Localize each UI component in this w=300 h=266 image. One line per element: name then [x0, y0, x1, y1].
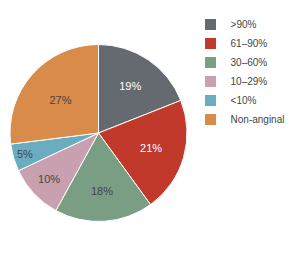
svg-text:27%: 27%	[49, 94, 71, 106]
svg-text:21%: 21%	[140, 142, 162, 154]
svg-text:>90%: >90%	[231, 19, 257, 30]
svg-text:<10%: <10%	[231, 95, 257, 106]
svg-text:30–60%: 30–60%	[231, 57, 268, 68]
svg-text:19%: 19%	[119, 80, 141, 92]
svg-text:Non-anginal: Non-anginal	[231, 114, 285, 125]
svg-text:10–29%: 10–29%	[231, 76, 268, 87]
svg-text:5%: 5%	[17, 148, 33, 160]
svg-text:61–90%: 61–90%	[231, 38, 268, 49]
svg-text:10%: 10%	[38, 173, 60, 185]
svg-text:18%: 18%	[91, 185, 113, 197]
